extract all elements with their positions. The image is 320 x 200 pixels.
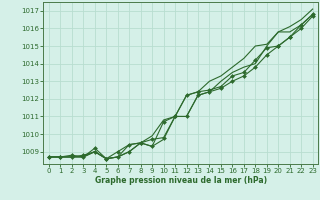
X-axis label: Graphe pression niveau de la mer (hPa): Graphe pression niveau de la mer (hPa)	[95, 176, 267, 185]
